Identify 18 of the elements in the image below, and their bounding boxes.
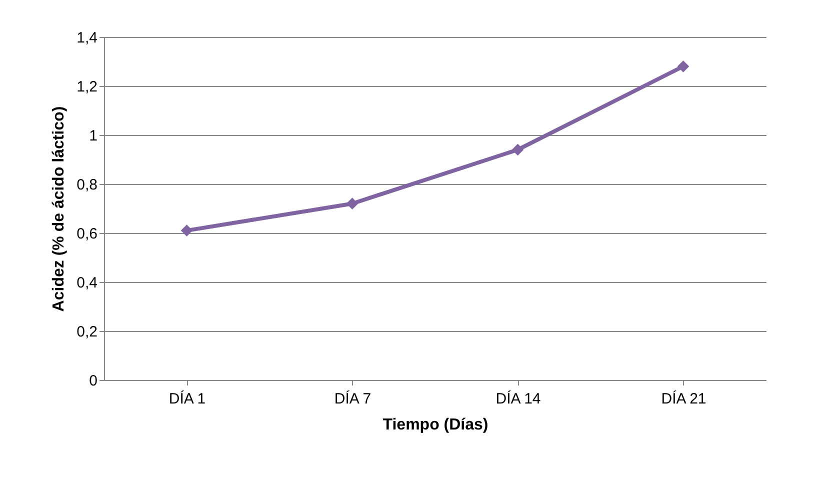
x-tick-label: DÍA 14 <box>496 390 541 408</box>
x-tick-label: DÍA 1 <box>168 390 206 408</box>
y-axis-title: Acidez (% de ácido láctico) <box>50 106 68 312</box>
y-tick-label: 0,6 <box>76 226 98 242</box>
y-tick-label: 0 <box>89 372 98 390</box>
point <box>512 144 524 156</box>
y-tick-label: 1,4 <box>76 30 98 46</box>
x-tick-label: DÍA 7 <box>334 390 372 408</box>
y-tick-label: 0,2 <box>76 324 98 340</box>
y-tick-label: 1,2 <box>76 78 98 96</box>
point <box>346 198 358 210</box>
y-tick-label: 1 <box>89 128 98 144</box>
y-tick-label: 0,8 <box>76 176 98 194</box>
x-tick-label: DÍA 21 <box>661 390 706 408</box>
point <box>180 224 193 236</box>
y-tick-label: 0,4 <box>76 274 98 292</box>
point <box>677 60 690 72</box>
x-axis-title: Tiempo (Días) <box>382 416 488 434</box>
